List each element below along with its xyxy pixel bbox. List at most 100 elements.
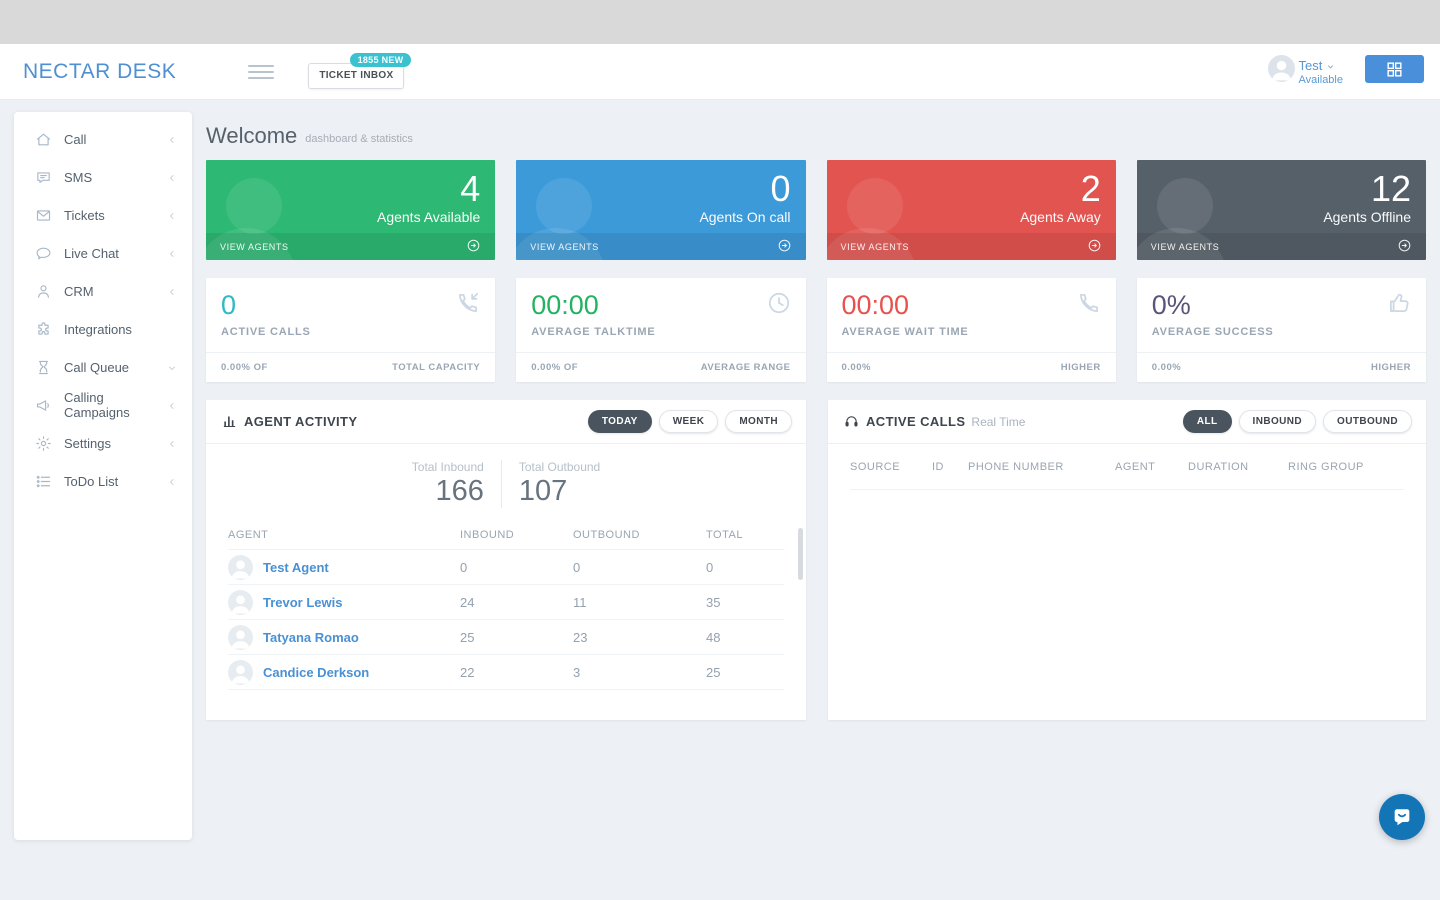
column-header-source: SOURCE <box>850 460 901 473</box>
metric-footer-left: 0.00% <box>841 362 871 373</box>
total-total-inbound: Total Inbound 166 <box>412 460 502 508</box>
status-card-value: 0 <box>770 168 791 209</box>
puzzle-icon <box>35 321 52 338</box>
agent-cell: Test Agent <box>228 554 460 580</box>
tab-outbound[interactable]: OUTBOUND <box>1323 410 1412 433</box>
avatar <box>228 624 253 650</box>
status-card-agents-available: 4 Agents Available VIEW AGENTS <box>206 160 496 260</box>
view-agents-button[interactable]: VIEW AGENTS <box>516 233 806 260</box>
sidebar-item-crm[interactable]: CRM <box>14 272 192 310</box>
agent-activity-title: AGENT ACTIVITY <box>244 414 358 429</box>
view-agents-label: VIEW AGENTS <box>1150 241 1220 252</box>
chevron-left-icon <box>166 475 178 487</box>
table-header-row: AGENT INBOUND OUTBOUND TOTAL <box>228 520 784 550</box>
sidebar-item-label: Tickets <box>64 207 105 223</box>
sidebar: Call SMS Tickets Live Chat CRM Integrations Ca… <box>14 112 192 840</box>
user-menu[interactable]: Test Available <box>1267 55 1343 88</box>
column-header-total: TOTAL <box>706 528 743 541</box>
chat-launcher-button[interactable] <box>1379 794 1425 840</box>
menu-toggle-icon[interactable] <box>248 64 275 79</box>
panels: AGENT ACTIVITY TODAY WEEK MONTH Total Inbo… <box>206 400 1426 720</box>
sidebar-item-label: ToDo List <box>64 473 119 489</box>
metric-label: AVERAGE WAIT TIME <box>841 326 969 338</box>
outbound-cell: 23 <box>573 629 588 645</box>
arrow-circle-icon <box>777 238 792 255</box>
view-agents-button[interactable]: VIEW AGENTS <box>1136 233 1426 260</box>
brand-logo: NECTAR DESK <box>23 59 177 83</box>
tab-inbound[interactable]: INBOUND <box>1238 410 1317 433</box>
status-card-agents-offline: 12 Agents Offline VIEW AGENTS <box>1136 160 1426 260</box>
column-header-phone-number: PHONE NUMBER <box>968 460 1064 473</box>
metric-footer: 0.00% HIGHER <box>1136 352 1426 382</box>
page-title: Welcome <box>206 123 298 148</box>
envelope-icon <box>35 207 52 224</box>
status-card-label: Agents On call <box>699 208 791 225</box>
page-subtitle: dashboard & statistics <box>305 133 413 145</box>
view-agents-button[interactable]: VIEW AGENTS <box>206 233 496 260</box>
activity-totals: Total Inbound 166 Total Outbound 107 <box>206 444 806 520</box>
sidebar-item-todo-list[interactable]: ToDo List <box>14 462 192 500</box>
view-agents-button[interactable]: VIEW AGENTS <box>826 233 1116 260</box>
avatar <box>228 589 253 615</box>
metric-card-average-talktime: 00:00 AVERAGE TALKTIME 0.00% OF AVERAGE RAN… <box>516 278 806 382</box>
outbound-cell: 3 <box>573 664 581 680</box>
metric-footer-right: HIGHER <box>1371 362 1411 373</box>
arrow-circle-icon <box>1087 238 1102 255</box>
sidebar-item-settings[interactable]: Settings <box>14 424 192 462</box>
status-card-label: Agents Away <box>1020 208 1101 225</box>
metric-value: 0 <box>221 290 237 320</box>
tab-all[interactable]: ALL <box>1182 410 1232 433</box>
sidebar-menu: Call SMS Tickets Live Chat CRM Integrations Ca… <box>14 120 192 500</box>
phone-incoming-icon <box>455 290 481 321</box>
status-card-agents-away: 2 Agents Away VIEW AGENTS <box>826 160 1116 260</box>
sidebar-item-sms[interactable]: SMS <box>14 158 192 196</box>
person-icon <box>35 283 52 300</box>
agent-name-link[interactable]: Test Agent <box>263 559 329 575</box>
status-card-agents-on-call: 0 Agents On call VIEW AGENTS <box>516 160 806 260</box>
apps-grid-button[interactable] <box>1365 55 1424 83</box>
user-status: Available <box>1298 74 1343 87</box>
header: NECTAR DESK TICKET INBOX 1855 NEW Test A… <box>0 44 1440 100</box>
metric-footer-right: AVERAGE RANGE <box>700 362 791 373</box>
agent-activity-panel: AGENT ACTIVITY TODAY WEEK MONTH Total Inbo… <box>206 400 806 720</box>
active-calls-table-headers: SOURCE ID PHONE NUMBER AGENT DURATION RING GR… <box>850 444 1404 490</box>
agent-name-link[interactable]: Trevor Lewis <box>263 594 343 610</box>
megaphone-icon <box>35 397 52 414</box>
table-row: Tatyana Romao 25 23 48 <box>228 620 784 655</box>
agent-cell: Trevor Lewis <box>228 589 460 615</box>
total-label: Total Inbound <box>411 460 484 474</box>
sidebar-item-integrations[interactable]: Integrations <box>14 310 192 348</box>
agent-name-link[interactable]: Candice Derkson <box>263 664 370 680</box>
total-cell: 48 <box>706 629 721 645</box>
active-calls-panel: ACTIVE CALLS Real Time ALL INBOUND OUTBOUN… <box>828 400 1426 720</box>
grid-icon <box>1387 61 1402 77</box>
sidebar-item-call-queue[interactable]: Call Queue <box>14 348 192 386</box>
metric-label: ACTIVE CALLS <box>221 326 311 338</box>
tab-month[interactable]: MONTH <box>725 410 792 433</box>
sidebar-item-calling-campaigns[interactable]: Calling Campaigns <box>14 386 192 424</box>
metric-label: AVERAGE TALKTIME <box>531 326 656 338</box>
gear-icon <box>35 435 52 452</box>
hourglass-icon <box>35 359 52 376</box>
scrollbar[interactable] <box>798 528 803 580</box>
column-header-agent: AGENT <box>228 528 269 541</box>
agent-cell: Tatyana Romao <box>228 624 460 650</box>
agent-name-link[interactable]: Tatyana Romao <box>263 629 359 645</box>
sidebar-item-call[interactable]: Call <box>14 120 192 158</box>
chevron-left-icon <box>166 285 178 297</box>
inbound-cell: 22 <box>460 664 475 680</box>
total-total-outbound: Total Outbound 107 <box>502 460 600 508</box>
status-card-body: 4 Agents Available <box>221 170 480 232</box>
view-agents-label: VIEW AGENTS <box>840 241 910 252</box>
ticket-inbox-button[interactable]: TICKET INBOX 1855 NEW <box>308 52 412 89</box>
sidebar-item-tickets[interactable]: Tickets <box>14 196 192 234</box>
sidebar-item-live-chat[interactable]: Live Chat <box>14 234 192 272</box>
home-icon <box>35 131 52 148</box>
metric-card-average-success: 0% AVERAGE SUCCESS 0.00% HIGHER <box>1136 278 1426 382</box>
column-header-ring-group: RING GROUP <box>1288 460 1364 473</box>
tab-week[interactable]: WEEK <box>658 410 719 433</box>
view-agents-label: VIEW AGENTS <box>220 241 289 252</box>
tab-today[interactable]: TODAY <box>587 410 652 433</box>
status-card-body: 0 Agents On call <box>531 170 790 232</box>
